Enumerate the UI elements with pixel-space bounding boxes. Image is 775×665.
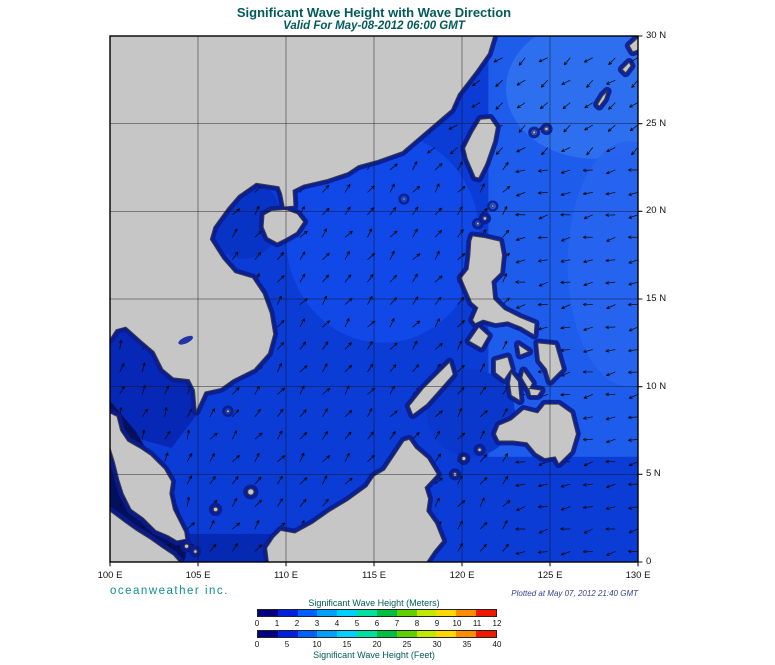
colorbar-tick-label: 20: [372, 640, 382, 649]
colorbar-segment: [436, 631, 457, 637]
colorbar-tick-label: 3: [314, 619, 320, 628]
colorbar-tick-label: 15: [342, 640, 352, 649]
oceanweather-branding: oceanweather inc.: [110, 585, 229, 597]
y-tick-label: 25 N: [646, 118, 667, 129]
colorbar-tick-label: 8: [414, 619, 420, 628]
graticule-grid: [110, 36, 638, 562]
colorbar-segment: [258, 610, 278, 616]
colorbar-segment: [456, 631, 477, 637]
y-tick-label: 5 N: [646, 468, 661, 479]
tonle-sap-lake: [178, 335, 193, 345]
colorbar-tick-label: 35: [462, 640, 472, 649]
feet-colorbar: [257, 630, 497, 638]
colorbar-segment: [297, 631, 318, 637]
colorbar-segment: [416, 610, 437, 616]
x-tick-label: 125 E: [537, 570, 563, 581]
legend-feet-label: Significant Wave Height (Feet): [313, 650, 435, 660]
x-tick-label: 120 E: [449, 570, 475, 581]
colorbar-tick-label: 10: [312, 640, 322, 649]
colorbar-segment: [297, 610, 318, 616]
legend-meters-label: Significant Wave Height (Meters): [308, 598, 440, 608]
colorbar-segment: [396, 631, 417, 637]
colorbar-segment: [476, 610, 496, 616]
colorbar-segment: [277, 610, 298, 616]
colorbar-segment: [376, 631, 397, 637]
colorbar-segment: [396, 610, 417, 616]
colorbar-segment: [337, 631, 358, 637]
colorbar-tick-label: 12: [492, 619, 502, 628]
colorbar-segment: [436, 610, 457, 616]
colorbar-tick-label: 25: [402, 640, 412, 649]
colorbar-segment: [357, 631, 377, 637]
y-tick-label: 30 N: [646, 30, 667, 41]
colorbar-segment: [476, 631, 496, 637]
colorbar-tick-label: 0: [254, 619, 260, 628]
colorbar-tick-label: 10: [452, 619, 462, 628]
colorbar-tick-label: 4: [334, 619, 340, 628]
colorbar-tick-label: 2: [294, 619, 300, 628]
feet-tick-row: 0 5 10 15 20 25 30 35 40: [254, 640, 502, 649]
x-tick-label: 110 E: [273, 570, 299, 581]
y-tick-label: 0: [646, 556, 652, 567]
x-tick-label: 130 E: [625, 570, 651, 581]
colorbar-tick-label: 30: [432, 640, 442, 649]
colorbar-segment: [357, 610, 377, 616]
wave-map-canvas: [109, 35, 643, 567]
colorbar-tick-label: 0: [254, 640, 260, 649]
colorbar-tick-label: 40: [492, 640, 502, 649]
colorbar-segment: [317, 610, 338, 616]
x-tick-label: 105 E: [185, 570, 211, 581]
colorbar-segment: [277, 631, 298, 637]
meters-colorbar: [257, 609, 497, 617]
axis-tick-marks: [109, 35, 643, 567]
colorbar-segment: [416, 631, 437, 637]
colorbar-segment: [317, 631, 338, 637]
y-tick-label: 10 N: [646, 381, 667, 392]
plotted-at-timestamp: Plotted at May 07, 2012 21:40 GMT: [511, 589, 638, 598]
colorbar-segment: [258, 631, 278, 637]
meters-tick-row: 0 1 2 3 4 5 6 7 8 9 10 11 12: [254, 619, 502, 628]
colorbar-tick-label: 6: [374, 619, 380, 628]
colorbar-tick-label: 5: [354, 619, 360, 628]
x-tick-label: 100 E: [97, 570, 123, 581]
colorbar-tick-label: 5: [284, 640, 290, 649]
x-tick-label: 115 E: [361, 570, 387, 581]
colorbar-tick-label: 1: [274, 619, 280, 628]
y-tick-label: 20 N: [646, 205, 667, 216]
valid-time-subtitle: Valid For May-08-2012 06:00 GMT: [283, 20, 465, 32]
colorbar-segment: [456, 610, 477, 616]
y-tick-label: 15 N: [646, 293, 667, 304]
colorbar-segment: [337, 610, 358, 616]
colorbar-segment: [376, 610, 397, 616]
colorbar-tick-label: 9: [434, 619, 440, 628]
colorbar-tick-label: 11: [472, 619, 482, 628]
page-title: Significant Wave Height with Wave Direct…: [236, 5, 512, 20]
colorbar-tick-label: 7: [394, 619, 400, 628]
